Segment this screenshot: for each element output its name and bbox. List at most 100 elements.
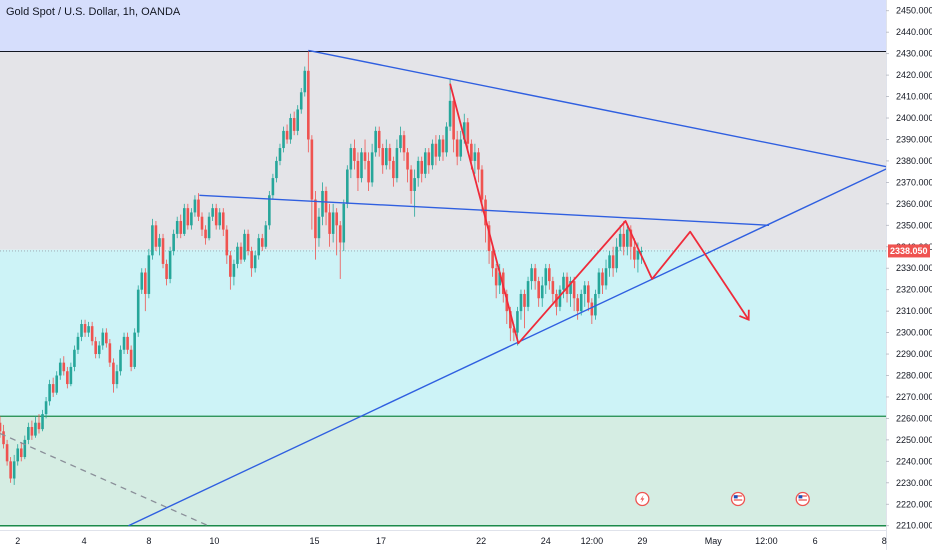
candle-body	[119, 349, 122, 372]
candle-body	[360, 152, 363, 179]
price-tick-label: 2410.000	[896, 92, 932, 102]
candle-body	[370, 152, 374, 183]
candle-body	[97, 345, 101, 355]
candle-body	[452, 100, 455, 140]
zone-band	[0, 416, 886, 526]
candle-body	[158, 238, 161, 247]
candle-body	[289, 118, 292, 140]
candle-body	[466, 122, 470, 144]
zone-band	[0, 0, 886, 52]
candle-body	[540, 285, 544, 299]
candle-body	[604, 268, 608, 286]
candle-body	[438, 139, 441, 157]
candle-body	[229, 255, 232, 277]
candle-body	[151, 225, 154, 256]
current-price-tag-bg	[888, 244, 930, 258]
trendline[interactable]	[128, 166, 890, 527]
candle-body	[175, 221, 179, 234]
candle-body	[9, 461, 12, 479]
candle-body	[544, 268, 548, 286]
price-tick-label: 2290.000	[896, 349, 932, 359]
candle-body	[27, 427, 30, 440]
candle-body	[197, 199, 200, 217]
candle-body	[218, 212, 222, 226]
price-tick-label: 2370.000	[896, 177, 932, 187]
candle-body	[69, 366, 73, 385]
candle-body	[523, 293, 526, 307]
candle-body	[126, 336, 129, 350]
price-axis[interactable]	[886, 0, 932, 550]
forecast-polyline[interactable]	[449, 83, 750, 345]
time-tick-label: May	[705, 536, 723, 546]
candle-body	[477, 152, 480, 170]
forecast-path[interactable]	[449, 83, 750, 345]
candle-body	[328, 212, 331, 234]
candle-body	[133, 332, 136, 367]
candle-body	[363, 152, 367, 161]
price-tick-label: 2380.000	[896, 156, 932, 166]
candle-body	[448, 100, 452, 127]
candle-body	[34, 422, 37, 436]
candle-body	[239, 246, 243, 260]
dashed-trendline[interactable]	[0, 432, 209, 527]
price-tick-label: 2300.000	[896, 328, 932, 338]
candle-body	[406, 152, 409, 170]
candle-body	[601, 272, 604, 286]
candle-body	[551, 281, 555, 294]
candle-body	[207, 216, 211, 239]
candle-body	[353, 148, 356, 161]
price-tick-label: 2400.000	[896, 113, 932, 123]
event-markers[interactable]	[635, 491, 810, 507]
candle-body	[264, 225, 268, 247]
candle-body	[576, 298, 579, 312]
candle-body	[140, 272, 144, 290]
trendline[interactable]	[308, 49, 890, 169]
candle-body	[271, 178, 275, 196]
candle-body	[225, 229, 229, 256]
price-tick-label: 2270.000	[896, 392, 932, 402]
candle-body	[526, 281, 530, 307]
candle-body	[381, 148, 385, 166]
zone-band	[0, 249, 886, 417]
candle-body	[420, 160, 424, 174]
candle-body	[94, 341, 97, 355]
us-flag-event-icon[interactable]	[795, 491, 810, 507]
candle-body	[625, 229, 629, 247]
us-flag-event-icon[interactable]	[730, 491, 746, 507]
candle-body	[147, 255, 151, 294]
candle-body	[384, 148, 388, 166]
candle-body	[193, 199, 197, 213]
candle-body	[58, 362, 62, 376]
price-tick-label: 2430.000	[896, 49, 932, 59]
candle-body	[278, 148, 282, 161]
candle-body	[161, 238, 165, 264]
candle-body	[73, 349, 76, 367]
candle-body	[519, 293, 523, 312]
candles	[0, 51, 643, 485]
price-tick-label: 2310.000	[896, 306, 932, 316]
candle-body	[250, 251, 253, 269]
candle-body	[179, 221, 183, 234]
candle-body	[232, 263, 236, 277]
price-tick-label: 2280.000	[896, 371, 932, 381]
candle-body	[101, 332, 105, 346]
candle-body	[572, 281, 576, 299]
time-tick-label: 24	[541, 536, 551, 546]
candle-body	[356, 160, 360, 179]
candle-body	[172, 233, 175, 252]
price-tick-label: 2250.000	[896, 435, 932, 445]
candle-body	[615, 246, 618, 269]
candle-body	[182, 208, 186, 234]
candle-body	[629, 229, 633, 247]
candle-body	[512, 328, 516, 333]
candle-body	[62, 362, 66, 372]
candle-body	[76, 336, 80, 350]
candle-body	[23, 439, 27, 458]
candle-body	[392, 160, 395, 179]
price-tick-label: 2330.000	[896, 263, 932, 273]
candle-body	[303, 70, 307, 93]
candle-body	[462, 122, 466, 140]
time-tick-label: 29	[637, 536, 647, 546]
candle-body	[282, 130, 285, 149]
